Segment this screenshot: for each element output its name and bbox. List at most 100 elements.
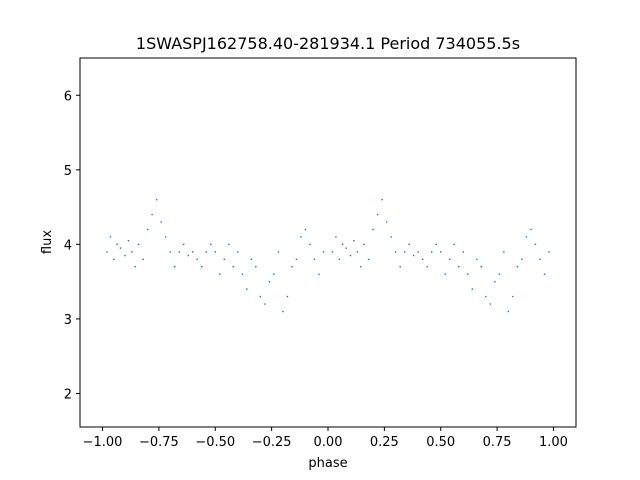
data-point <box>530 228 532 231</box>
data-point <box>448 258 451 261</box>
data-point <box>494 280 496 283</box>
data-point <box>548 251 550 253</box>
data-point <box>196 258 199 261</box>
data-point <box>462 251 465 253</box>
data-point <box>489 303 492 305</box>
data-point <box>164 236 167 238</box>
data-point <box>137 243 140 246</box>
data-point <box>439 251 442 253</box>
y-tick-label: 5 <box>64 164 72 179</box>
data-point <box>282 310 284 313</box>
data-point <box>521 258 523 261</box>
data-point <box>218 273 221 275</box>
data-point <box>381 198 383 201</box>
data-point <box>498 273 501 275</box>
data-point <box>246 288 248 290</box>
data-point <box>453 243 456 246</box>
data-point <box>341 243 344 246</box>
x-tick-label: 0.00 <box>314 435 343 450</box>
data-point <box>200 265 203 268</box>
data-point <box>376 213 379 216</box>
x-tick-label: −0.50 <box>195 435 235 450</box>
data-point <box>345 247 347 249</box>
data-point <box>178 251 180 253</box>
data-point <box>338 258 341 261</box>
data-point <box>516 265 519 268</box>
data-point <box>187 254 190 257</box>
data-point <box>480 265 483 268</box>
data-point <box>322 251 325 253</box>
data-point <box>539 258 541 261</box>
data-point <box>372 228 374 231</box>
x-axis-ticks: −1.00 −0.75 −0.50 −0.25 0.00 0.25 0.50 0.75 1.00 <box>83 427 568 450</box>
data-point <box>503 251 505 253</box>
x-tick-label: −1.00 <box>83 435 123 450</box>
data-point <box>268 280 271 283</box>
data-point <box>543 273 546 275</box>
data-point <box>205 251 208 253</box>
data-point <box>353 239 355 242</box>
data-point <box>124 254 126 257</box>
data-point <box>471 288 474 290</box>
chart-title: 1SWASPJ162758.40-281934.1 Period 734055.… <box>136 34 520 53</box>
data-point <box>214 251 217 253</box>
data-point <box>146 228 149 231</box>
data-point <box>359 265 362 268</box>
data-point <box>160 221 162 223</box>
data-point <box>435 243 438 246</box>
y-axis-label: flux <box>40 230 55 254</box>
y-tick-label: 3 <box>64 313 72 328</box>
x-tick-label: 1.00 <box>539 435 568 450</box>
data-point <box>335 236 337 238</box>
data-point <box>304 228 307 231</box>
y-tick-label: 2 <box>64 387 72 402</box>
data-point <box>417 251 419 253</box>
scatter-points <box>106 198 550 313</box>
data-point <box>241 273 244 275</box>
data-point <box>476 258 478 261</box>
x-tick-label: −0.25 <box>252 435 292 450</box>
data-point <box>399 265 401 268</box>
x-tick-label: 0.25 <box>370 435 399 450</box>
data-point <box>356 251 359 253</box>
data-point <box>191 251 194 253</box>
x-tick-label: 0.50 <box>426 435 455 450</box>
data-point <box>300 236 302 238</box>
data-point <box>507 310 510 313</box>
data-point <box>169 251 171 253</box>
data-point <box>264 303 266 305</box>
data-point <box>127 239 130 242</box>
data-point <box>534 243 537 246</box>
data-point <box>142 258 144 261</box>
data-point <box>151 213 153 216</box>
data-point <box>466 273 469 275</box>
data-point <box>421 258 424 261</box>
y-tick-label: 4 <box>64 238 72 253</box>
data-point <box>277 251 280 253</box>
data-point <box>291 265 293 268</box>
data-point <box>109 236 112 238</box>
data-point <box>349 254 352 257</box>
data-point <box>209 243 212 246</box>
data-point <box>403 251 406 253</box>
x-axis-label: phase <box>308 456 347 471</box>
y-tick-label: 6 <box>64 89 72 104</box>
data-point <box>457 265 460 268</box>
y-axis-ticks: 2 3 4 5 6 <box>64 89 80 402</box>
data-point <box>390 236 392 238</box>
data-point <box>485 295 487 298</box>
data-point <box>223 258 226 261</box>
data-point <box>512 295 514 298</box>
data-point <box>119 247 122 249</box>
data-point <box>134 265 137 268</box>
data-point <box>318 273 320 275</box>
data-point <box>113 258 115 261</box>
data-point <box>313 258 316 261</box>
data-point <box>255 265 257 268</box>
data-point <box>106 251 108 253</box>
data-point <box>259 295 262 298</box>
data-point <box>385 221 388 223</box>
data-point <box>426 265 429 268</box>
